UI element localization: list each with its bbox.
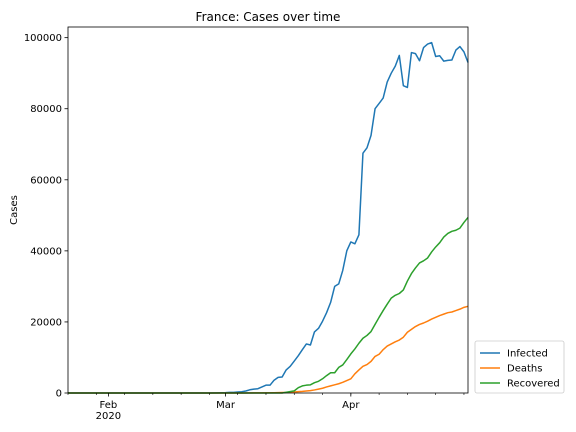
y-tick-label: 0 bbox=[56, 389, 62, 400]
x-tick-label: Apr bbox=[342, 400, 360, 411]
y-tick-label: 100000 bbox=[24, 33, 62, 44]
legend-box bbox=[474, 340, 565, 394]
y-tick-label: 80000 bbox=[30, 104, 62, 115]
plot-area-frame bbox=[67, 26, 469, 394]
series-line-recovered bbox=[67, 216, 469, 394]
x-tick-label: Feb bbox=[100, 400, 118, 411]
legend-items: Infected Deaths Recovered bbox=[480, 349, 560, 390]
y-tick-label: 60000 bbox=[30, 175, 62, 186]
legend-label-deaths: Deaths bbox=[507, 364, 542, 375]
series-line-infected bbox=[67, 41, 469, 394]
legend: Infected Deaths Recovered bbox=[474, 340, 565, 394]
x-tick-label: Mar bbox=[216, 400, 236, 411]
series-line-deaths bbox=[67, 305, 469, 394]
legend-label-infected: Infected bbox=[507, 349, 548, 360]
y-axis: 0 20000 40000 60000 80000 100000 bbox=[24, 33, 68, 400]
legend-label-recovered: Recovered bbox=[507, 379, 560, 390]
chart-title: France: Cases over time bbox=[196, 10, 341, 24]
x-tick-sublabel: 2020 bbox=[96, 411, 121, 422]
y-tick-label: 40000 bbox=[30, 246, 62, 257]
plot-lines bbox=[67, 41, 469, 394]
y-tick-label: 20000 bbox=[30, 317, 62, 328]
y-axis-label: Cases bbox=[9, 195, 20, 225]
